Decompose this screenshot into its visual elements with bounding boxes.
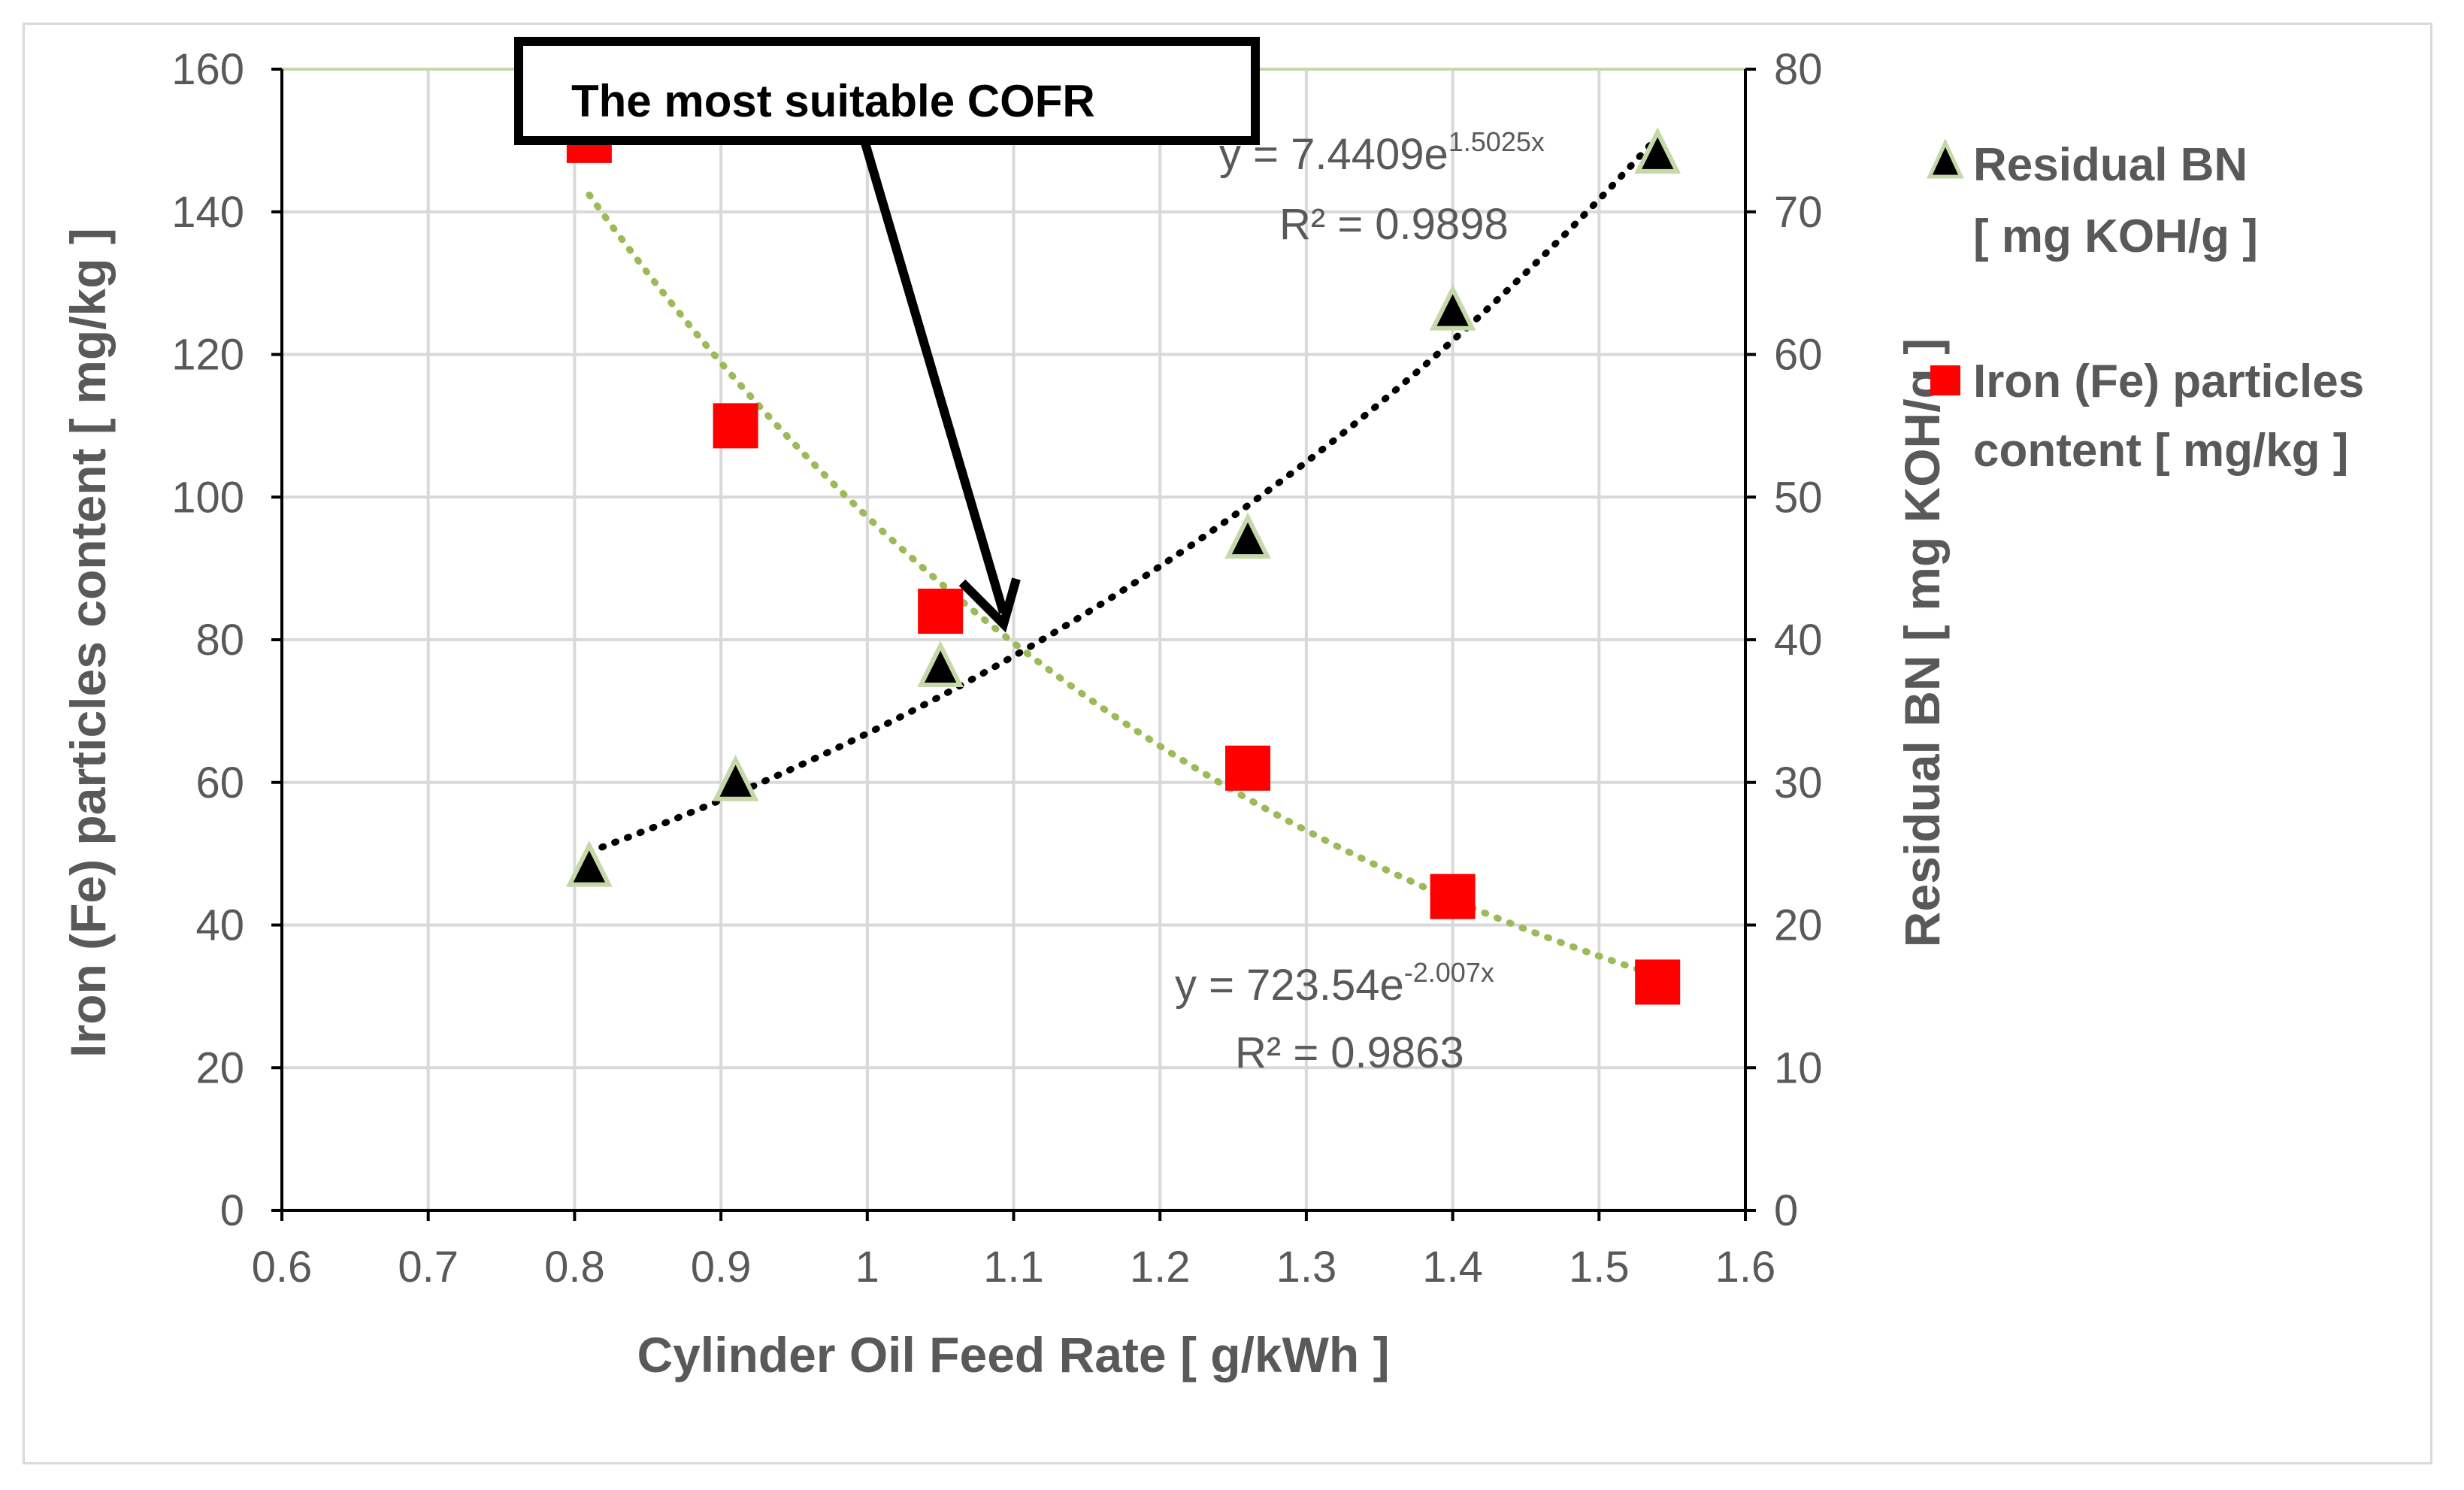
- bn-data-point: [1634, 127, 1682, 174]
- bn-data-point: [917, 641, 964, 687]
- y-axis-right-title: Residual BN [ mg KOH/g ]: [1894, 338, 1950, 947]
- x-tick-label: 0.9: [691, 1243, 752, 1292]
- callout-annotation: The most suitable COFR: [514, 37, 1260, 633]
- x-tick-label: 1.1: [983, 1243, 1044, 1292]
- fe-r-squared: R² = 0.9863: [1235, 1028, 1464, 1077]
- y-right-tick-label: 50: [1774, 473, 1823, 522]
- callout-arrow-head: [958, 577, 1021, 633]
- bn-equation: y = 7.4409e1.5025x: [1219, 126, 1545, 179]
- x-tick-label: 0.6: [252, 1243, 313, 1292]
- legend-fe-label-2: content [ mg/kg ]: [1973, 425, 2348, 477]
- fe-trendline: [586, 191, 1661, 980]
- x-tick-label: 1: [855, 1243, 879, 1292]
- y-right-tick-label: 0: [1774, 1186, 1798, 1235]
- bn-data-point: [1224, 512, 1271, 559]
- x-tick-label: 1.2: [1130, 1243, 1191, 1292]
- grid-lines: [280, 68, 1747, 1212]
- y-left-tick-label: 140: [171, 188, 244, 237]
- y-right-tick-label: 40: [1774, 616, 1823, 665]
- legend: Residual BN [ mg KOH/g ] Iron (Fe) parti…: [1927, 138, 2364, 477]
- y-right-tick-label: 70: [1774, 188, 1823, 237]
- y-right-tick-label: 20: [1774, 901, 1823, 950]
- y-axis-left-title: Iron (Fe) particles content [ mg/kg ]: [60, 228, 116, 1058]
- y-left-tick-label: 60: [195, 759, 244, 807]
- x-axis-title: Cylinder Oil Feed Rate [ g/kWh ]: [637, 1327, 1389, 1382]
- y-left-tick-label: 20: [195, 1043, 244, 1092]
- fe-data-point: [1635, 959, 1681, 1005]
- x-tick-label: 1.4: [1422, 1243, 1483, 1292]
- bn-trendline: [586, 133, 1661, 856]
- y-left-tick-label: 100: [171, 473, 244, 522]
- x-tick-label: 1.5: [1569, 1243, 1630, 1292]
- legend-square-marker: [1930, 365, 1960, 395]
- chart-frame: [23, 23, 2432, 1464]
- fe-equation: y = 723.54e-2.007x: [1175, 957, 1494, 1010]
- data-markers: [566, 117, 1682, 1005]
- y-left-tick-label: 120: [171, 331, 244, 380]
- fe-data-point: [918, 589, 964, 634]
- callout-arrow-shaft: [860, 139, 1008, 614]
- x-tick-label: 0.7: [398, 1243, 459, 1292]
- x-tick-label: 1.3: [1276, 1243, 1337, 1292]
- fe-data-point: [713, 403, 758, 449]
- bn-r-squared: R² = 0.9898: [1279, 200, 1509, 249]
- trendlines: [586, 133, 1661, 980]
- bn-data-point: [1429, 283, 1476, 331]
- legend-triangle-marker: [1927, 138, 1964, 179]
- fe-data-point: [1225, 745, 1271, 791]
- y-right-tick-label: 60: [1774, 331, 1823, 380]
- y-left-tick-label: 40: [195, 901, 244, 950]
- callout-text: The most suitable COFR: [571, 76, 1095, 126]
- y-left-tick-label: 80: [195, 616, 244, 665]
- legend-bn-label-1: Residual BN: [1973, 139, 2248, 191]
- bn-data-point: [566, 840, 613, 887]
- y-right-tick-label: 10: [1774, 1043, 1823, 1092]
- y-right-tick-label: 80: [1774, 45, 1823, 94]
- callout-box: [514, 37, 1260, 145]
- x-tick-label: 1.6: [1715, 1243, 1776, 1292]
- bn-data-point: [712, 755, 759, 801]
- legend-fe-label-1: Iron (Fe) particles: [1973, 356, 2364, 407]
- y-right-tick-label: 30: [1774, 759, 1823, 807]
- axes: [271, 68, 1756, 1221]
- legend-bn-label-2: [ mg KOH/g ]: [1973, 210, 2258, 262]
- x-tick-label: 0.8: [544, 1243, 605, 1292]
- fe-data-point: [1430, 874, 1476, 919]
- y-left-tick-label: 0: [220, 1186, 244, 1235]
- y-left-tick-label: 160: [171, 45, 244, 94]
- tick-labels: 0.6 0.7 0.8 0.9 1 1.1 1.2 1.3 1.4 1.5 1.6 0 20 40 60 80…: [171, 45, 1822, 1292]
